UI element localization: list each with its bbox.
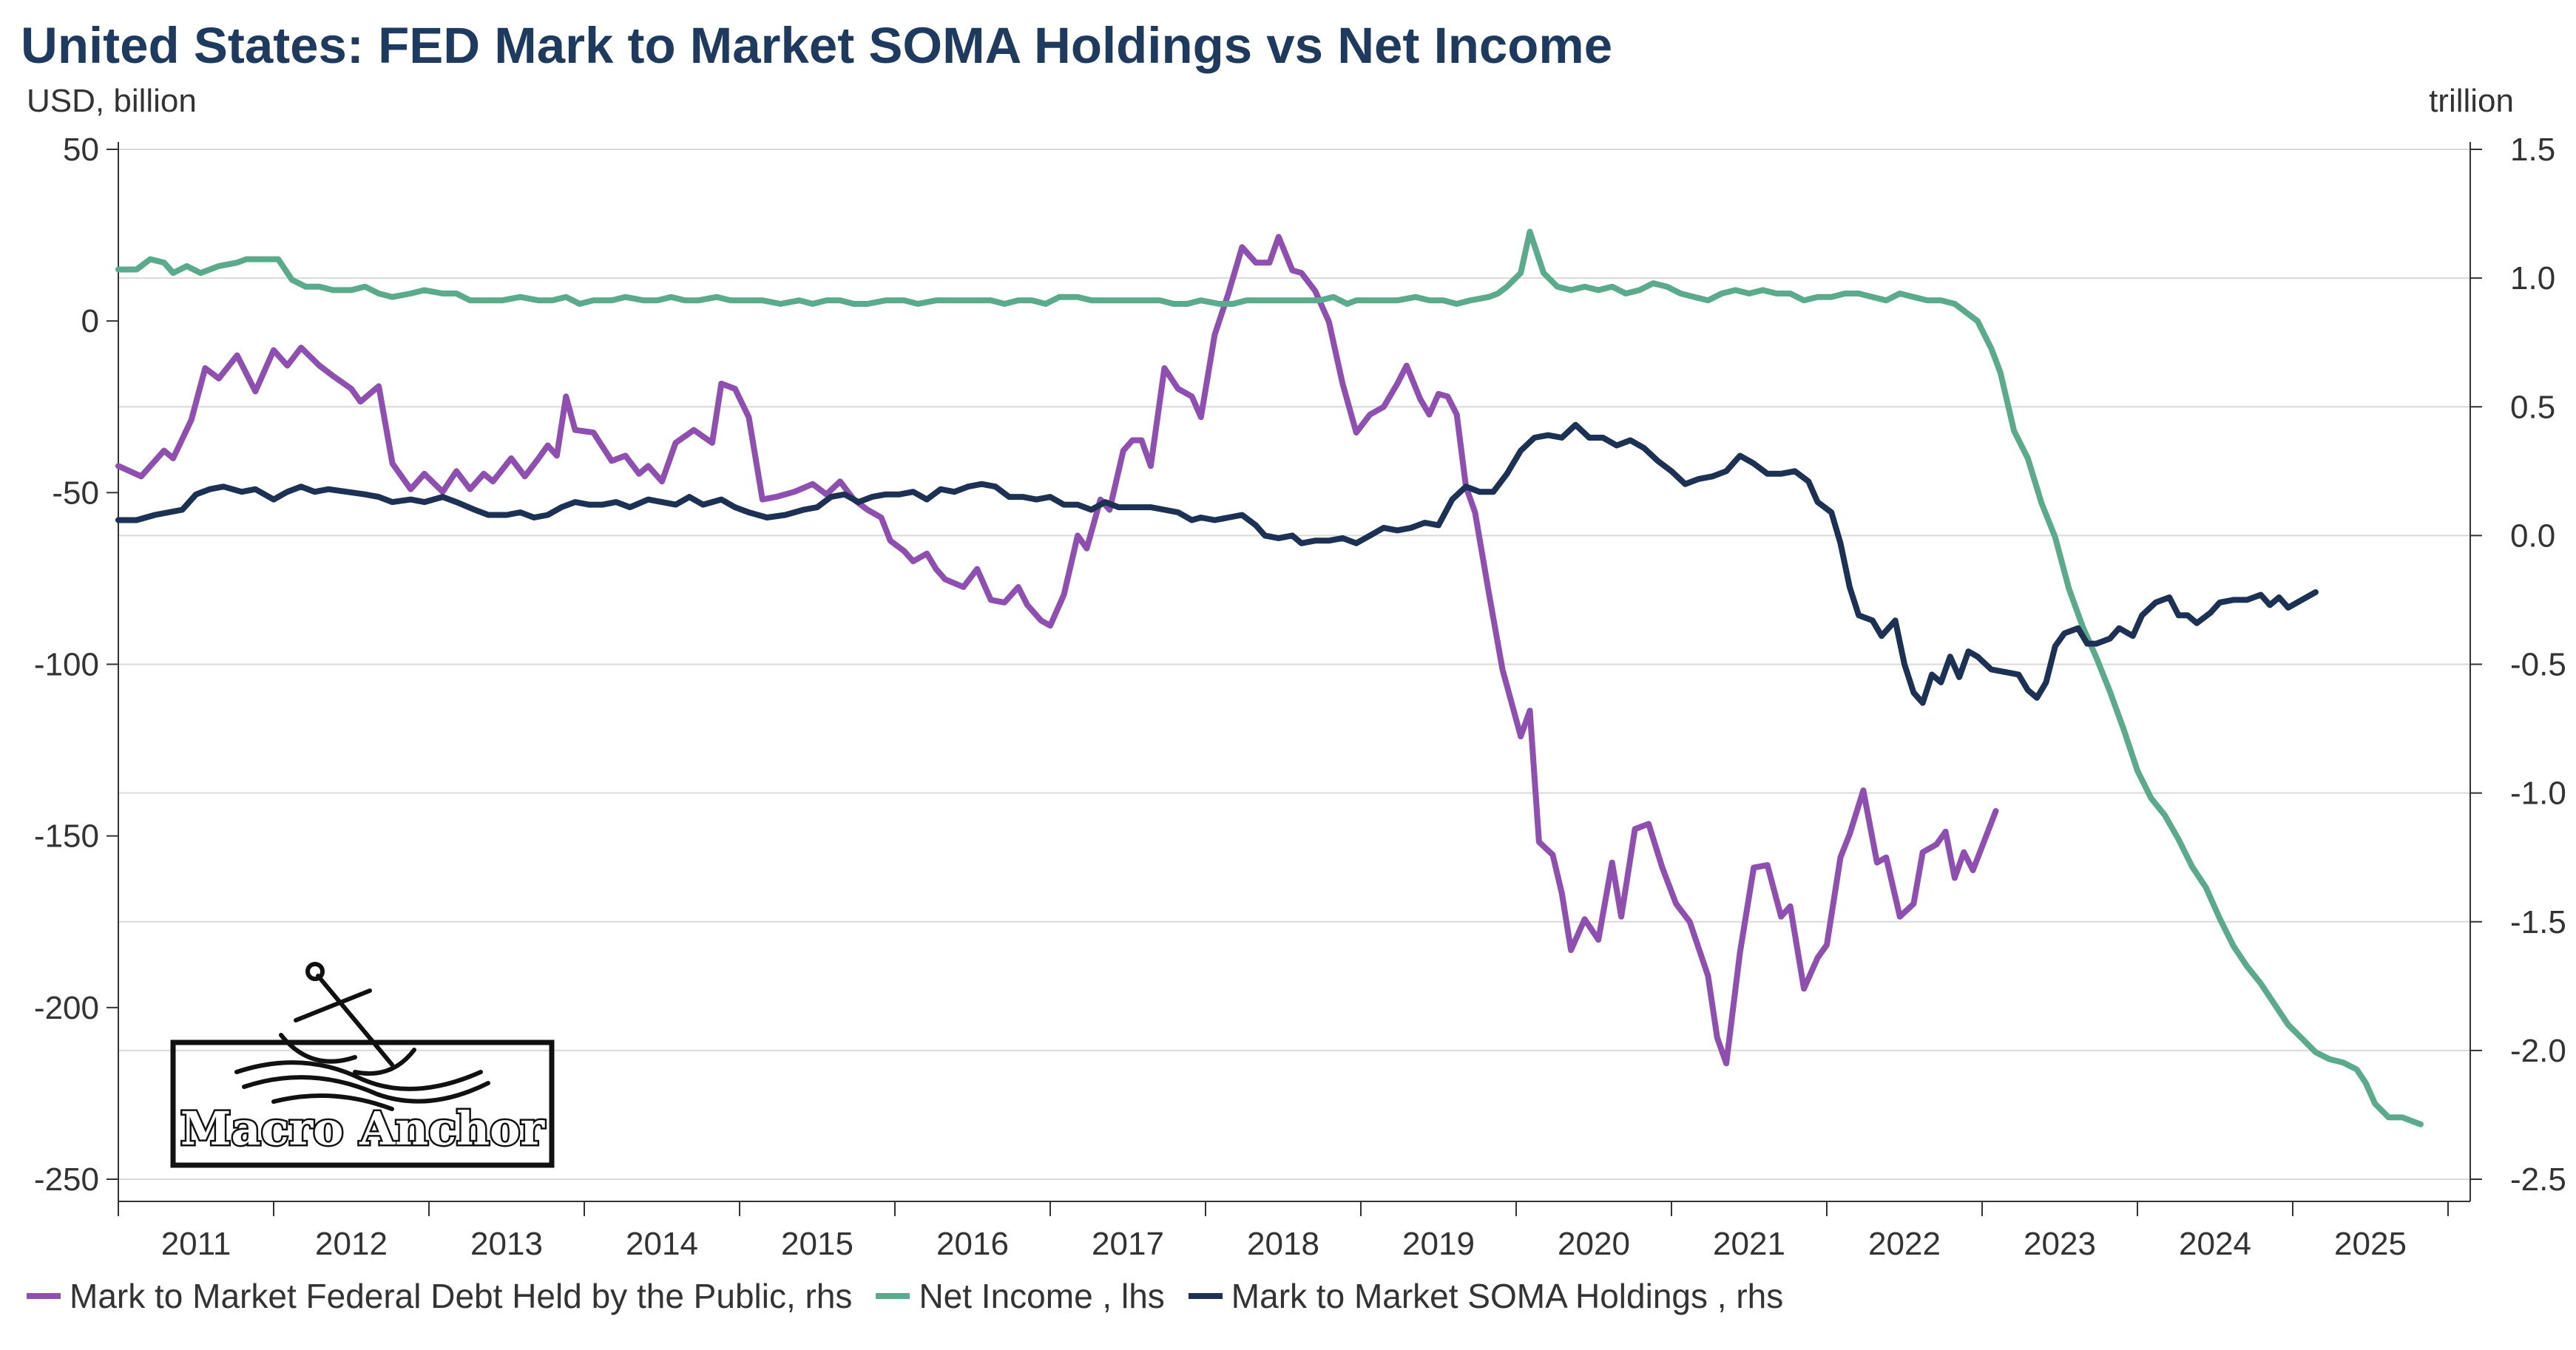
- series-line-2: [115, 421, 2319, 706]
- legend-item: Net Income , lhs: [876, 1276, 1165, 1316]
- right-tick-label: -1.5: [2510, 904, 2566, 940]
- x-tick-label: 2014: [626, 1226, 698, 1257]
- x-tick-label: 2020: [1558, 1226, 1630, 1257]
- series-line-1: [115, 228, 2424, 1127]
- chart-title: United States: FED Mark to Market SOMA H…: [21, 17, 1613, 74]
- x-tick-label: 2013: [470, 1226, 543, 1257]
- legend-label: Mark to Market SOMA Holdings , rhs: [1231, 1277, 1784, 1315]
- right-tick-label: -0.5: [2510, 647, 2566, 683]
- right-tick-label: 1.0: [2510, 260, 2555, 296]
- left-tick-label: -200: [34, 990, 99, 1026]
- left-tick-label: -150: [34, 818, 99, 855]
- x-tick-label: 2019: [1402, 1226, 1475, 1257]
- right-tick-label: -2.0: [2510, 1033, 2566, 1069]
- legend-swatch: [876, 1293, 910, 1299]
- x-tick-label: 2015: [781, 1226, 853, 1257]
- logo-wordmark: Macro Anchor: [180, 1102, 546, 1156]
- legend-swatch: [1188, 1293, 1223, 1299]
- chart-legend: Mark to Market Federal Debt Held by the …: [27, 1276, 1807, 1316]
- legend-item: Mark to Market SOMA Holdings , rhs: [1188, 1276, 1784, 1316]
- legend-label: Mark to Market Federal Debt Held by the …: [70, 1277, 853, 1315]
- right-tick-label: 1.5: [2510, 132, 2555, 168]
- right-tick-label: 0.5: [2510, 389, 2555, 425]
- x-tick-label: 2012: [315, 1226, 388, 1257]
- left-tick-label: -250: [34, 1161, 99, 1198]
- left-axis-unit: USD, billion: [27, 83, 197, 119]
- x-tick-label: 2017: [1092, 1226, 1164, 1257]
- right-tick-label: -1.0: [2510, 776, 2566, 812]
- x-tick-label: 2022: [1868, 1226, 1941, 1257]
- x-tick-label: 2011: [161, 1226, 231, 1257]
- legend-swatch: [27, 1293, 61, 1299]
- left-tick-label: 50: [63, 132, 99, 168]
- x-tick-label: 2016: [936, 1226, 1009, 1257]
- right-tick-label: 0.0: [2510, 518, 2555, 554]
- x-tick-label: 2023: [2024, 1226, 2096, 1257]
- legend-item: Mark to Market Federal Debt Held by the …: [27, 1276, 852, 1316]
- left-tick-label: -100: [34, 647, 99, 683]
- macro-anchor-logo: Macro Anchor: [170, 961, 555, 1168]
- x-tick-label: 2018: [1247, 1226, 1319, 1257]
- x-tick-label: 2025: [2334, 1226, 2407, 1257]
- x-tick-label: 2021: [1713, 1226, 1785, 1257]
- series-line-0: [115, 234, 1999, 1067]
- x-tick-label: 2024: [2179, 1226, 2251, 1257]
- right-axis-unit: trillion: [2429, 83, 2514, 119]
- right-tick-label: -2.5: [2510, 1161, 2566, 1198]
- left-tick-label: 0: [81, 303, 99, 339]
- left-tick-label: -50: [52, 475, 99, 511]
- line-chart: 50 0 -50 -100 -150 -200 -250 1.5 1.0 0.5 0.0 -0.5 -1…: [34, 132, 2566, 1257]
- legend-label: Net Income , lhs: [919, 1277, 1165, 1315]
